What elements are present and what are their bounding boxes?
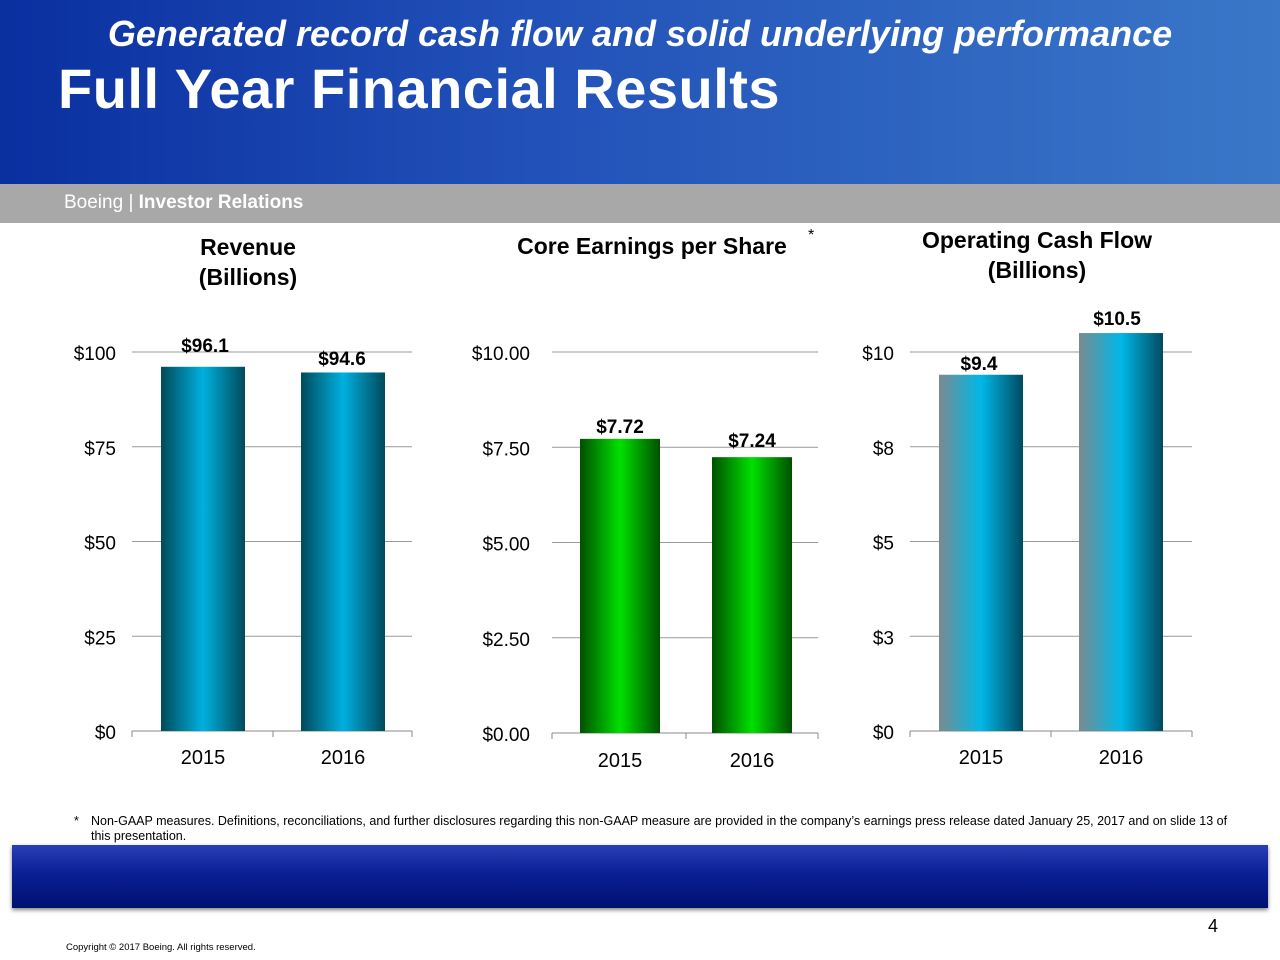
takeaway-banner — [12, 845, 1268, 908]
chart-title: Core Earnings per Share — [517, 233, 787, 259]
header-band: Full Year Financial Results — [0, 0, 1280, 184]
chart-title-marker: * — [808, 227, 814, 244]
x-category-label: 2016 — [730, 750, 775, 772]
x-category-label: 2016 — [321, 747, 366, 769]
y-tick-label: $0 — [873, 723, 894, 744]
brand-prefix: Boeing | — [64, 192, 139, 213]
x-category-label: 2015 — [598, 750, 643, 772]
brand-bar — [0, 184, 1280, 223]
bar-value-label: $10.5 — [1093, 309, 1141, 330]
page-number: 4 — [1208, 916, 1219, 936]
y-tick-label: $5.00 — [482, 535, 530, 556]
y-tick-label: $75 — [84, 439, 116, 460]
bar-2016 — [301, 372, 385, 731]
x-category-label: 2016 — [1099, 747, 1144, 769]
y-tick-label: $8 — [873, 439, 894, 460]
y-tick-label: $0 — [95, 723, 116, 744]
y-tick-label: $10 — [862, 344, 894, 365]
y-tick-label: $5 — [873, 534, 894, 555]
y-tick-label: $2.50 — [482, 630, 530, 651]
x-category-label: 2015 — [959, 747, 1004, 769]
x-category-label: 2015 — [181, 747, 226, 769]
y-tick-label: $3 — [873, 628, 894, 649]
y-tick-label: $10.00 — [472, 344, 530, 365]
y-tick-label: $100 — [74, 344, 116, 365]
footnote-marker: * — [74, 814, 79, 828]
bar-value-label: $7.24 — [728, 431, 776, 452]
chart-subtitle: (Billions) — [988, 257, 1086, 283]
footnote: * Non-GAAP measures. Definitions, reconc… — [74, 814, 1234, 844]
copyright: Copyright © 2017 Boeing. All rights rese… — [66, 942, 256, 953]
brand-section: Investor Relations — [138, 192, 304, 213]
chart-title: Revenue — [200, 234, 296, 260]
takeaway-text: Generated record cash flow and solid und… — [107, 13, 1173, 54]
bar-2016 — [712, 457, 792, 733]
bar-value-label: $9.4 — [961, 354, 998, 375]
bar-2015 — [161, 366, 245, 731]
bar-2016 — [1079, 333, 1163, 731]
chart-title: Operating Cash Flow — [922, 227, 1152, 253]
y-tick-label: $25 — [84, 628, 116, 649]
footnote-text: Non-GAAP measures. Definitions, reconcil… — [91, 814, 1228, 843]
brand-label: Boeing | Investor Relations — [64, 192, 303, 214]
y-tick-label: $7.50 — [482, 439, 530, 460]
slide-title: Full Year Financial Results — [58, 57, 781, 120]
y-tick-label: $0.00 — [482, 725, 530, 746]
bar-value-label: $7.72 — [596, 417, 644, 438]
bar-2015 — [939, 374, 1023, 731]
chart-subtitle: (Billions) — [199, 264, 297, 290]
bar-2015 — [580, 438, 660, 733]
y-tick-label: $50 — [84, 534, 116, 555]
bar-value-label: $96.1 — [181, 336, 229, 357]
bar-value-label: $94.6 — [318, 349, 366, 370]
